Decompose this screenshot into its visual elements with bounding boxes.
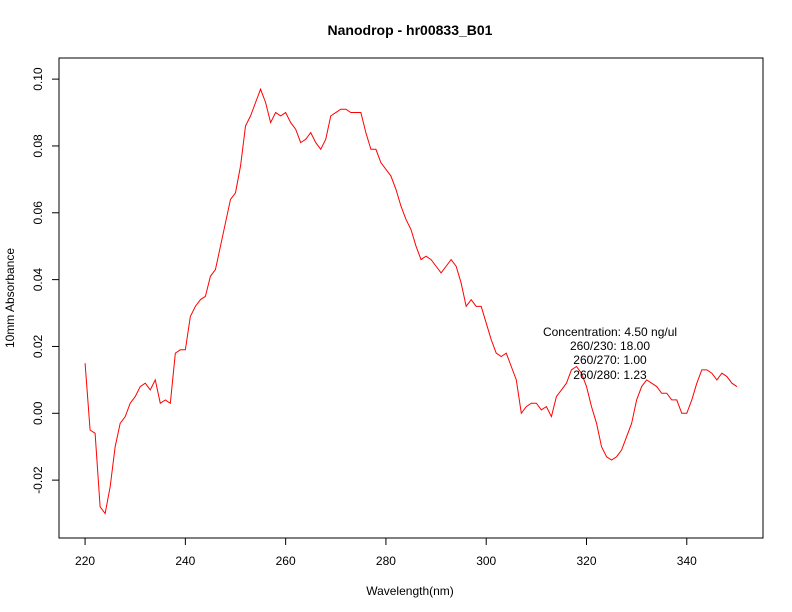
x-tick-label: 280 <box>376 554 396 568</box>
annotation-ratio-260-280: 260/280: 1.23 <box>573 368 647 382</box>
annotation-ratio-260-270: 260/270: 1.00 <box>573 353 647 367</box>
x-tick-label: 260 <box>276 554 296 568</box>
x-axis-label: Wavelength(nm) <box>366 584 454 598</box>
annotation-block: Concentration: 4.50 ng/ul 260/230: 18.00… <box>543 325 677 382</box>
y-tick-label: 0.02 <box>31 334 45 358</box>
y-axis: -0.02 0.00 0.02 0.04 0.06 0.08 0.10 <box>31 67 60 494</box>
x-tick-label: 340 <box>677 554 697 568</box>
x-tick-label: 240 <box>175 554 195 568</box>
annotation-ratio-260-230: 260/230: 18.00 <box>570 339 650 353</box>
y-tick-label: -0.02 <box>31 466 45 494</box>
y-tick-label: 0.08 <box>31 134 45 158</box>
y-tick-label: 0.06 <box>31 201 45 225</box>
x-tick-label: 320 <box>576 554 596 568</box>
y-tick-label: 0.10 <box>31 67 45 91</box>
plot-frame <box>58 57 764 539</box>
x-axis: 220 240 260 280 300 320 340 <box>75 537 697 568</box>
annotation-concentration: Concentration: 4.50 ng/ul <box>543 325 677 339</box>
x-tick-label: 220 <box>75 554 95 568</box>
x-tick-label: 300 <box>476 554 496 568</box>
chart-title: Nanodrop - hr00833_B01 <box>328 22 493 38</box>
absorbance-line <box>84 87 738 515</box>
y-tick-label: 0.04 <box>31 268 45 292</box>
y-tick-label: 0.00 <box>31 401 45 425</box>
y-axis-label: 10mm Absorbance <box>3 248 17 348</box>
